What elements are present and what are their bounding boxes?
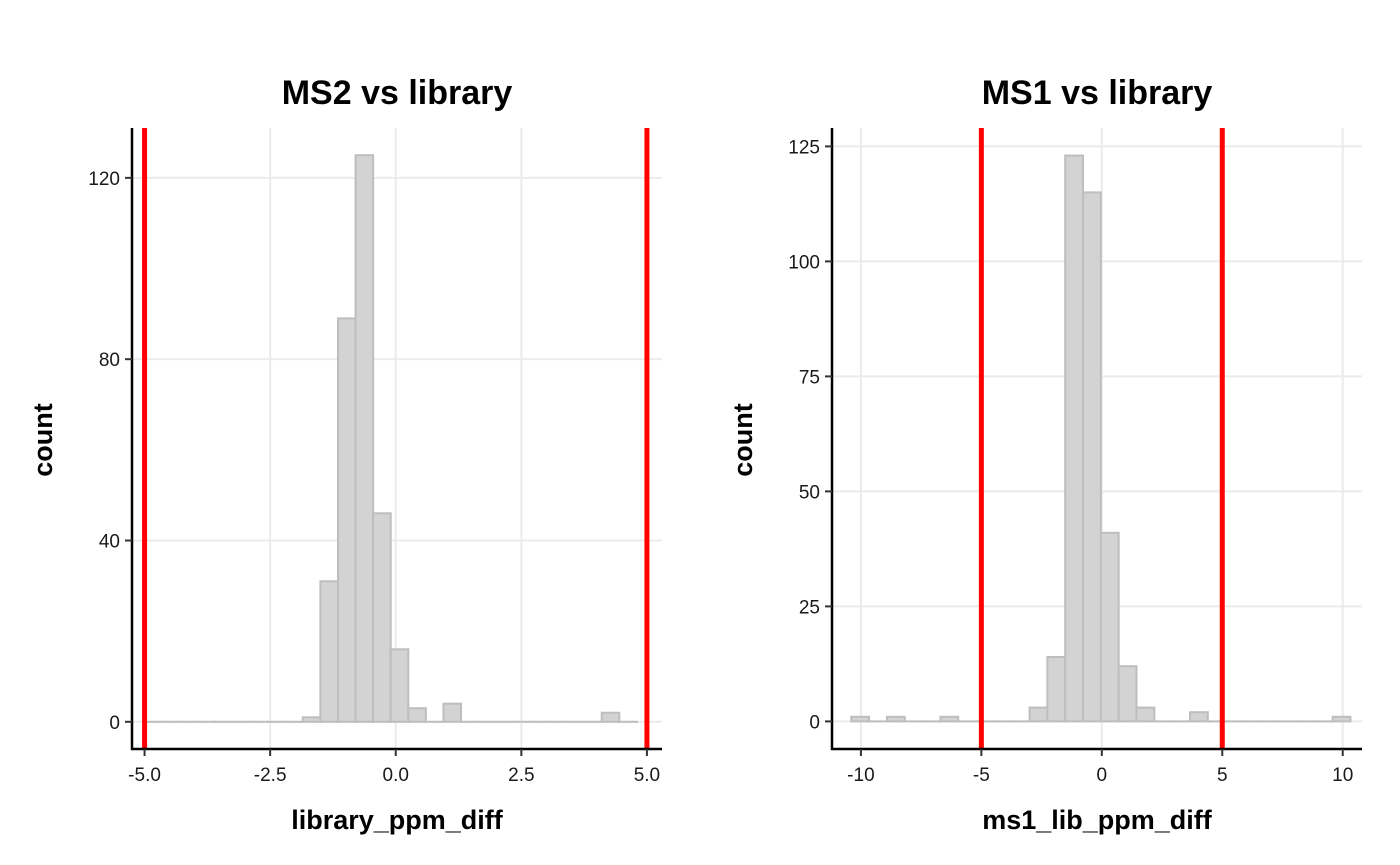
histogram-bar: [1099, 531, 1120, 723]
x-tick-label: 10: [1332, 765, 1353, 786]
histogram-bar: [939, 715, 960, 723]
histogram-bar: [1117, 665, 1138, 723]
y-tick-label: 75: [799, 367, 820, 388]
histogram-bar: [354, 154, 375, 723]
bars: [850, 154, 1352, 723]
y-tick-label: 40: [99, 531, 120, 552]
x-tick-label: -5: [973, 765, 990, 786]
chart-title: MS2 vs library: [282, 74, 513, 112]
histogram-bar: [885, 715, 906, 723]
panel-ms2-vs-library: MS2 vs library library_ppm_diff count -5…: [28, 74, 662, 835]
y-tick-label: 80: [99, 350, 120, 371]
y-tick-label: 0: [109, 713, 120, 734]
y-tick-label: 0: [809, 712, 820, 733]
histogram-bar: [1188, 711, 1209, 723]
x-axis-title: library_ppm_diff: [291, 805, 504, 835]
x-axis-title: ms1_lib_ppm_diff: [982, 805, 1213, 835]
histogram-bar: [372, 512, 392, 723]
x-tick-label: 5: [1217, 765, 1228, 786]
histogram-bar: [336, 317, 357, 723]
histogram-bar: [389, 648, 410, 723]
y-tick-label: 25: [799, 597, 820, 618]
panel-ms1-vs-library: MS1 vs library ms1_lib_ppm_diff count -1…: [728, 74, 1362, 835]
x-tick-label: -5.0: [128, 765, 161, 786]
histogram-bar: [407, 707, 427, 723]
histogram-bar: [1135, 706, 1156, 723]
x-tick-label: 2.5: [508, 765, 534, 786]
histogram-bar: [319, 580, 339, 723]
histogram-bar: [442, 702, 463, 723]
histogram-bar: [850, 715, 871, 723]
y-axis-title: count: [28, 403, 58, 477]
histogram-bar: [1064, 154, 1085, 723]
chart-title: MS1 vs library: [982, 74, 1213, 112]
y-tick-label: 125: [788, 137, 820, 158]
y-axis-title: count: [728, 403, 758, 477]
x-tick-label: -2.5: [254, 765, 287, 786]
histogram-bar: [1082, 191, 1102, 723]
histogram-bar: [1028, 706, 1049, 723]
histogram-bar: [1046, 656, 1067, 723]
x-tick-label: -10: [847, 765, 874, 786]
y-tick-label: 100: [788, 252, 820, 273]
bars: [143, 154, 638, 723]
histogram-bar: [301, 716, 322, 723]
x-tick-label: 0: [1097, 765, 1108, 786]
y-tick-label: 50: [799, 482, 820, 503]
histogram-bar: [600, 711, 621, 723]
y-tick-label: 120: [88, 169, 120, 190]
x-tick-label: 5.0: [634, 765, 660, 786]
x-tick-label: 0.0: [383, 765, 409, 786]
histogram-bar: [1331, 715, 1352, 723]
